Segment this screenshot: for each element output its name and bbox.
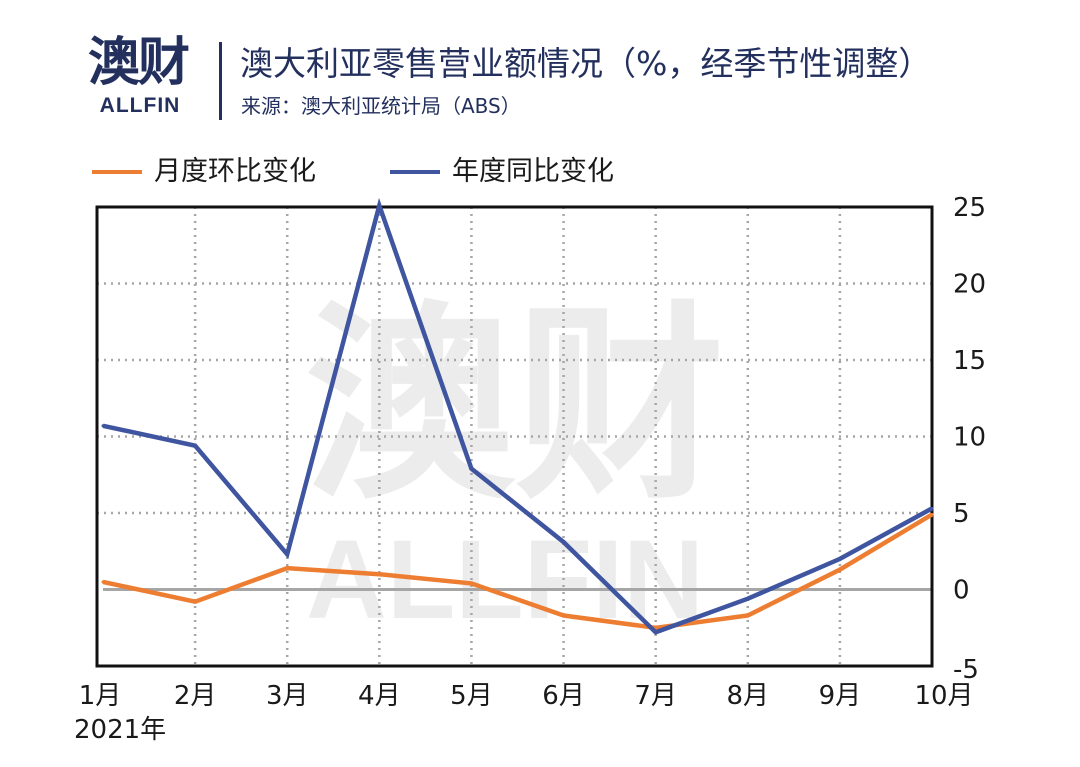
data-point-mom-1 xyxy=(101,580,105,584)
data-point-mom-8 xyxy=(746,614,750,618)
chart-source: 来源：澳大利亚统计局（ABS） xyxy=(241,94,521,118)
x-tick-label: 2月 xyxy=(174,681,217,711)
y-tick-label: 15 xyxy=(953,346,986,376)
header-divider xyxy=(219,42,222,120)
y-tick-label: 10 xyxy=(953,423,986,453)
x-year-label: 2021年 xyxy=(74,715,166,745)
data-point-yoy-5 xyxy=(469,467,473,471)
data-point-mom-5 xyxy=(469,581,473,585)
data-point-mom-6 xyxy=(562,614,566,618)
x-tick-label: 8月 xyxy=(727,681,770,711)
x-tick-label: 9月 xyxy=(819,681,862,711)
chart-title: 澳大利亚零售营业额情况（%，经季节性调整） xyxy=(240,44,932,83)
logo-chinese-text: 澳财 xyxy=(87,33,190,93)
data-point-yoy-1 xyxy=(101,424,105,428)
x-tick-label: 5月 xyxy=(450,681,493,711)
data-point-mom-4 xyxy=(377,572,381,576)
y-tick-label: 20 xyxy=(953,270,986,300)
data-point-yoy-4 xyxy=(377,203,381,207)
data-point-mom-10 xyxy=(930,513,934,517)
y-tick-label: 0 xyxy=(953,576,970,606)
x-tick-label: 4月 xyxy=(358,681,401,711)
data-point-yoy-7 xyxy=(654,630,658,634)
y-tick-label: 25 xyxy=(953,193,986,223)
data-point-mom-9 xyxy=(838,568,842,572)
data-point-mom-3 xyxy=(285,566,289,570)
watermark-english: ALLFIN xyxy=(306,517,704,642)
data-point-yoy-9 xyxy=(838,557,842,561)
brand-logo: 澳财 ALLFIN xyxy=(78,34,198,124)
legend-swatch-mom xyxy=(92,170,142,174)
x-tick-label: 3月 xyxy=(266,681,309,711)
plot-frame xyxy=(95,205,934,668)
data-point-mom-2 xyxy=(193,600,197,604)
data-point-yoy-3 xyxy=(285,552,289,556)
legend-swatch-yoy xyxy=(390,170,440,174)
x-tick-label: 6月 xyxy=(542,681,585,711)
legend-label-yoy: 年度同比变化 xyxy=(452,156,614,187)
data-point-yoy-8 xyxy=(746,597,750,601)
series-line-yoy xyxy=(102,197,934,635)
legend-label-mom: 月度环比变化 xyxy=(154,156,316,187)
data-point-yoy-2 xyxy=(193,444,197,448)
series-line-mom xyxy=(102,512,934,631)
x-tick-label: 1月 xyxy=(79,681,122,711)
y-tick-label: 5 xyxy=(953,499,970,529)
logo-english-text: ALLFIN xyxy=(99,94,181,117)
watermark-chinese: 澳财 xyxy=(305,283,725,528)
x-tick-label: 10月 xyxy=(914,681,973,711)
y-tick-label: -5 xyxy=(953,655,979,685)
data-point-yoy-6 xyxy=(562,540,566,544)
data-point-yoy-10 xyxy=(930,506,934,510)
x-tick-label: 7月 xyxy=(634,681,677,711)
